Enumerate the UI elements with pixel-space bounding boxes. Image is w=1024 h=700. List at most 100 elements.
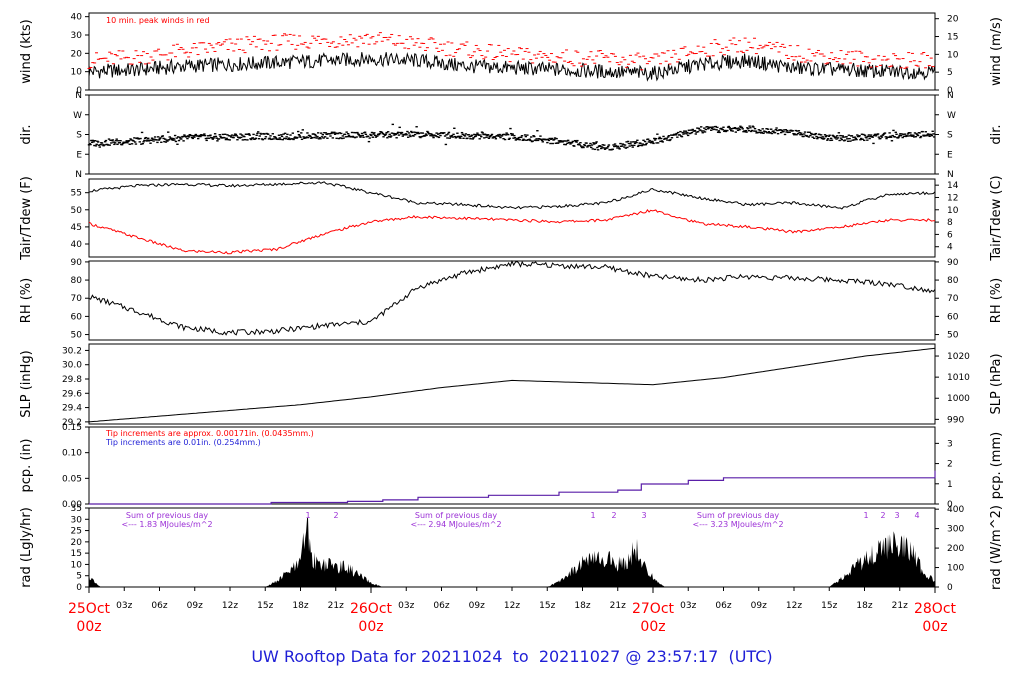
right-y-tick-label: 70 — [947, 294, 959, 304]
right-y-tick-label: 1 — [947, 480, 953, 490]
right-y-tick-label: 300 — [947, 525, 964, 535]
x-hour-label: 09z — [751, 601, 767, 611]
x-day-date: 25Oct — [68, 601, 111, 617]
daily-sum-value: <--- 2.94 MJoules/m^2 — [410, 520, 501, 529]
right-y-tick-label: E — [947, 150, 953, 160]
right-y-tick-label: 90 — [947, 258, 959, 268]
y-tick-label: 40 — [71, 240, 83, 250]
y-tick-label: 45 — [71, 223, 82, 233]
x-day-date: 28Oct — [914, 601, 957, 617]
dewpoint-line — [88, 209, 936, 255]
daily-sum-label: Sum of previous day — [697, 511, 779, 520]
x-day-date: 26Oct — [350, 601, 393, 617]
y-tick-label: N — [75, 91, 82, 101]
right-y-tick-label: N — [947, 170, 954, 180]
x-hour-label: 03z — [398, 601, 414, 611]
y-tick-label: 29.6 — [62, 389, 82, 399]
right-y-tick-label: 15 — [947, 33, 958, 43]
y-tick-label: 25 — [71, 527, 82, 537]
wind-speed-line — [88, 51, 936, 82]
right-y-axis-label: dir. — [989, 124, 1004, 144]
x-hour-label: 09z — [187, 601, 203, 611]
y-tick-label: 10 — [71, 68, 83, 78]
precip-step-line — [89, 470, 936, 505]
right-y-axis-label: rad (W/m^2) — [989, 505, 1004, 590]
right-y-tick-label: 0 — [947, 86, 953, 96]
y-tick-label: W — [73, 111, 82, 121]
right-y-tick-label: 990 — [947, 415, 964, 425]
y-tick-label: E — [76, 150, 82, 160]
solar-marker: 1 — [305, 511, 310, 520]
y-tick-label: 30 — [71, 31, 83, 41]
plot-frame — [88, 12, 936, 91]
y-tick-label: 40 — [71, 13, 83, 23]
plot-frame — [88, 507, 936, 588]
right-y-axis-label: RH (%) — [989, 278, 1004, 323]
y-axis-label: Tair/Tdew (F) — [19, 176, 34, 261]
x-hour-label: 06z — [715, 601, 731, 611]
solar-marker: 4 — [914, 511, 919, 520]
x-hour-label: 21z — [328, 601, 344, 611]
x-day-time: 00z — [922, 619, 947, 635]
y-tick-label: 35 — [71, 504, 82, 514]
y-tick-label: 0 — [76, 583, 82, 593]
x-hour-label: 21z — [610, 601, 626, 611]
right-y-tick-label: 1000 — [947, 394, 970, 404]
x-hour-label: 03z — [116, 601, 132, 611]
y-tick-label: 10 — [71, 560, 83, 570]
precip-note-small-tip: Tip increments are approx. 0.00171in. (0… — [105, 429, 314, 438]
daily-sum-label: Sum of previous day — [415, 511, 497, 520]
right-y-tick-label: 14 — [947, 181, 959, 191]
x-hour-label: 12z — [786, 601, 802, 611]
right-y-tick-label: W — [947, 111, 956, 121]
x-hour-label: 18z — [292, 601, 308, 611]
x-day-time: 00z — [640, 619, 665, 635]
right-y-tick-label: 2 — [947, 460, 953, 470]
x-hour-label: 09z — [469, 601, 485, 611]
y-tick-label: 70 — [71, 294, 83, 304]
y-tick-label: 5 — [76, 572, 82, 582]
y-tick-label: 80 — [71, 276, 83, 286]
right-y-tick-label: 10 — [947, 206, 959, 216]
plot-frame — [88, 260, 936, 341]
x-hour-label: 18z — [574, 601, 590, 611]
y-tick-label: 0.15 — [62, 423, 82, 433]
pressure-line — [88, 347, 936, 423]
right-y-tick-label: 1020 — [947, 352, 970, 362]
right-y-tick-label: 200 — [947, 544, 964, 554]
y-tick-label: 20 — [71, 538, 83, 548]
solar-marker: 2 — [611, 511, 616, 520]
y-tick-label: 0.05 — [62, 474, 82, 484]
y-axis-label: wind (kts) — [19, 19, 34, 83]
solar-marker: 3 — [641, 511, 646, 520]
plot-frame — [88, 426, 936, 505]
y-axis-label: rad (Lgly/hr) — [19, 507, 34, 588]
y-axis-label: SLP (inHg) — [19, 350, 34, 418]
solar-marker: 2 — [333, 511, 338, 520]
peak-wind-series — [87, 32, 935, 71]
right-y-tick-label: 400 — [947, 505, 964, 515]
right-y-tick-label: 5 — [947, 68, 953, 78]
right-y-tick-label: 0 — [947, 500, 953, 510]
x-day-date: 27Oct — [632, 601, 675, 617]
solar-marker: 1 — [590, 511, 595, 520]
right-y-tick-label: 10 — [947, 50, 959, 60]
y-tick-label: 55 — [71, 189, 82, 199]
solar-marker: 1 — [863, 511, 868, 520]
x-hour-label: 03z — [680, 601, 696, 611]
humidity-line — [88, 259, 936, 336]
x-hour-label: 06z — [433, 601, 449, 611]
y-axis-label: RH (%) — [19, 278, 34, 323]
y-tick-label: 29.4 — [62, 404, 82, 414]
y-tick-label: 0 — [76, 86, 82, 96]
right-y-tick-label: 12 — [947, 193, 958, 203]
right-y-tick-label: 0 — [947, 583, 953, 593]
y-tick-label: N — [75, 170, 82, 180]
x-hour-label: 06z — [151, 601, 167, 611]
right-y-tick-label: 60 — [947, 312, 959, 322]
solar-marker: 2 — [880, 511, 885, 520]
right-y-tick-label: 8 — [947, 218, 953, 228]
y-tick-label: 0.00 — [62, 500, 82, 510]
y-tick-label: 29.2 — [62, 418, 82, 428]
